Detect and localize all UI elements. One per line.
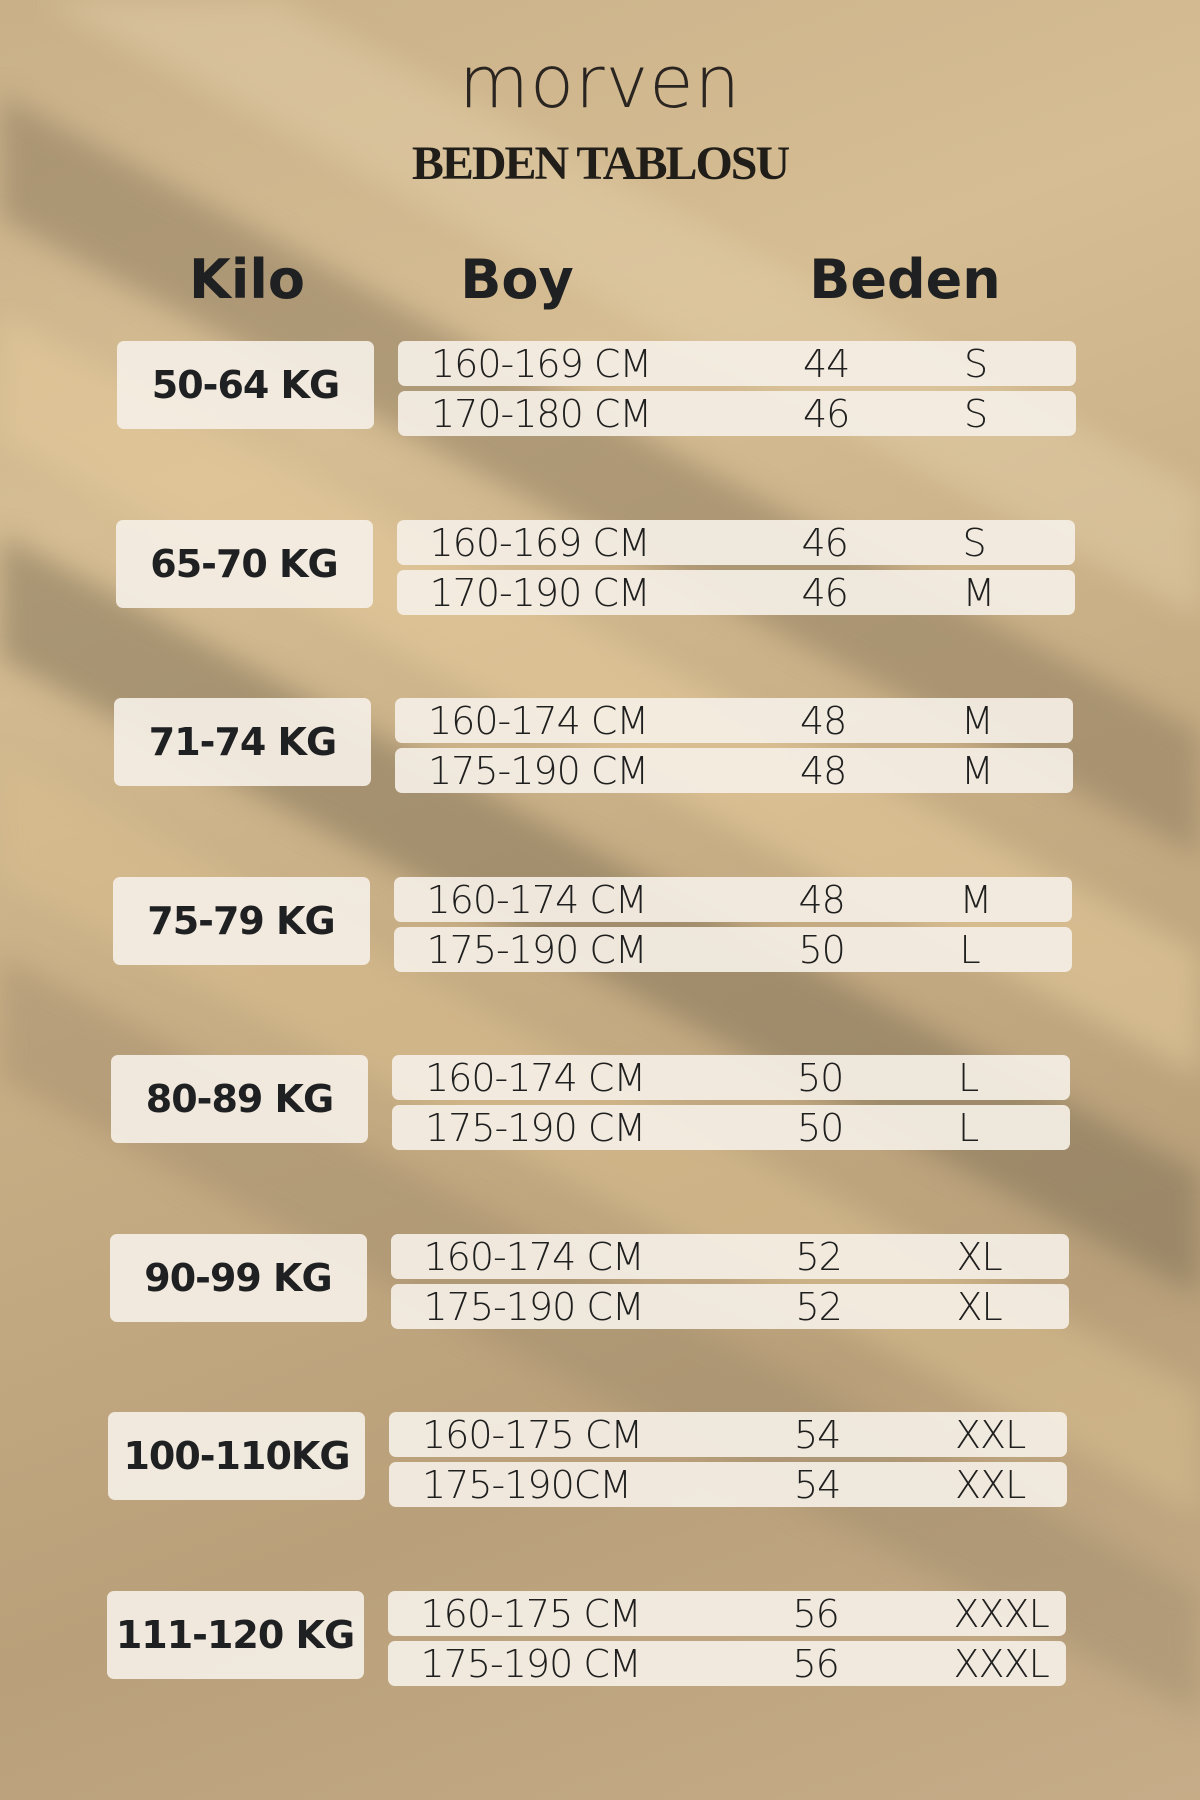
table-row: 175-190CM 54 XXL	[389, 1462, 1067, 1507]
header-kilo: Kilo	[189, 248, 305, 311]
beden-number: 50	[798, 927, 846, 972]
beden-size: M	[959, 877, 993, 922]
beden-size: XL	[956, 1284, 1003, 1329]
beden-number: 46	[801, 570, 849, 615]
beden-number: 46	[803, 392, 850, 436]
table-row: 170-190 CM 46 M	[396, 569, 1075, 615]
table-row: 175-190 CM 56 XXXL	[387, 1640, 1066, 1686]
table-row: 170-180 CM 46 S	[398, 391, 1076, 436]
boy-range: 160-174 CM	[426, 877, 648, 922]
beden-size: M	[961, 749, 994, 793]
beden-size: M	[962, 570, 996, 615]
size-group: 111-120 KG 160-175 CM 56 XXXL 175-190 CM…	[0, 1590, 1190, 1691]
boy-range: 160-174 CM	[423, 1234, 645, 1279]
table-row: 160-174 CM 48 M	[393, 876, 1072, 922]
beden-number: 48	[800, 699, 847, 743]
beden-size: XXL	[955, 1413, 1026, 1457]
beden-size: S	[964, 392, 988, 436]
size-group: 65-70 KG 160-169 CM 46 S 170-190 CM 46 M	[0, 519, 1199, 620]
header-beden: Beden	[809, 248, 1001, 311]
size-group: 90-99 KG 160-174 CM 52 XL 175-190 CM 52 …	[0, 1233, 1193, 1334]
beden-size: L	[958, 1056, 979, 1100]
beden-number: 56	[792, 1591, 840, 1636]
boy-range: 170-190 CM	[429, 570, 651, 615]
table-row: 175-190 CM 52 XL	[390, 1283, 1069, 1329]
kilo-range: 90-99 KG	[109, 1233, 367, 1322]
table-row: 175-190 CM 50 L	[393, 926, 1072, 972]
boy-range: 160-169 CM	[429, 520, 651, 565]
beden-number: 48	[800, 749, 847, 793]
kilo-range: 65-70 KG	[115, 519, 373, 608]
kilo-range: 50-64 KG	[117, 341, 374, 429]
brand-logo: morven	[458, 40, 742, 124]
boy-range: 160-174 CM	[428, 699, 649, 743]
kilo-range: 75-79 KG	[112, 876, 370, 965]
beden-number: 56	[792, 1641, 840, 1686]
size-group: 50-64 KG 160-169 CM 44 S 170-180 CM 46 S	[0, 341, 1200, 441]
boy-range: 175-190 CM	[423, 1284, 645, 1329]
beden-number: 46	[801, 520, 849, 565]
kilo-range: 71-74 KG	[114, 698, 371, 786]
boy-range: 175-190 CM	[425, 1106, 646, 1150]
boy-range: 175-190 CM	[428, 749, 649, 793]
page-title: BEDEN TABLOSU	[411, 137, 790, 190]
table-row: 160-169 CM 46 S	[396, 519, 1075, 565]
boy-range: 160-174 CM	[425, 1056, 646, 1100]
beden-number: 50	[797, 1106, 844, 1150]
size-group: 100-110KG 160-175 CM 54 XXL 175-190CM 54…	[0, 1412, 1191, 1512]
beden-number: 52	[795, 1234, 843, 1279]
table-row: 160-174 CM 50 L	[392, 1055, 1070, 1100]
boy-range: 160-169 CM	[431, 342, 652, 386]
beden-number: 48	[798, 877, 846, 922]
beden-number: 44	[803, 342, 850, 386]
boy-range: 170-180 CM	[431, 392, 652, 436]
table-row: 160-175 CM 54 XXL	[389, 1412, 1067, 1457]
table-row: 175-190 CM 48 M	[395, 748, 1073, 793]
beden-number: 52	[795, 1284, 843, 1329]
boy-range: 175-190CM	[422, 1463, 632, 1507]
boy-range: 175-190 CM	[420, 1641, 642, 1686]
beden-number: 54	[794, 1463, 841, 1507]
table-row: 175-190 CM 50 L	[392, 1105, 1070, 1150]
size-group: 75-79 KG 160-174 CM 48 M 175-190 CM 50 L	[0, 876, 1196, 977]
size-group: 80-89 KG 160-174 CM 50 L 175-190 CM 50 L	[0, 1055, 1194, 1155]
header-boy: Boy	[460, 248, 574, 311]
beden-size: XXXL	[953, 1591, 1050, 1636]
beden-size: S	[962, 520, 987, 565]
beden-number: 54	[794, 1413, 841, 1457]
beden-size: S	[964, 342, 988, 386]
beden-size: XXL	[955, 1463, 1026, 1507]
beden-size: L	[958, 1106, 979, 1150]
table-row: 160-174 CM 48 M	[395, 698, 1073, 743]
table-row: 160-174 CM 52 XL	[390, 1233, 1069, 1279]
beden-number: 50	[797, 1056, 844, 1100]
boy-range: 160-175 CM	[420, 1591, 642, 1636]
table-row: 160-169 CM 44 S	[398, 341, 1076, 386]
kilo-range: 100-110KG	[108, 1412, 365, 1500]
beden-size: XL	[956, 1234, 1003, 1279]
boy-range: 160-175 CM	[422, 1413, 643, 1457]
beden-size: L	[959, 927, 981, 972]
size-group: 71-74 KG 160-174 CM 48 M 175-190 CM 48 M	[0, 698, 1197, 798]
kilo-range: 111-120 KG	[106, 1590, 364, 1679]
table-row: 160-175 CM 56 XXXL	[387, 1590, 1066, 1636]
beden-size: M	[961, 699, 994, 743]
beden-size: XXXL	[953, 1641, 1050, 1686]
kilo-range: 80-89 KG	[111, 1055, 368, 1143]
boy-range: 175-190 CM	[426, 927, 648, 972]
